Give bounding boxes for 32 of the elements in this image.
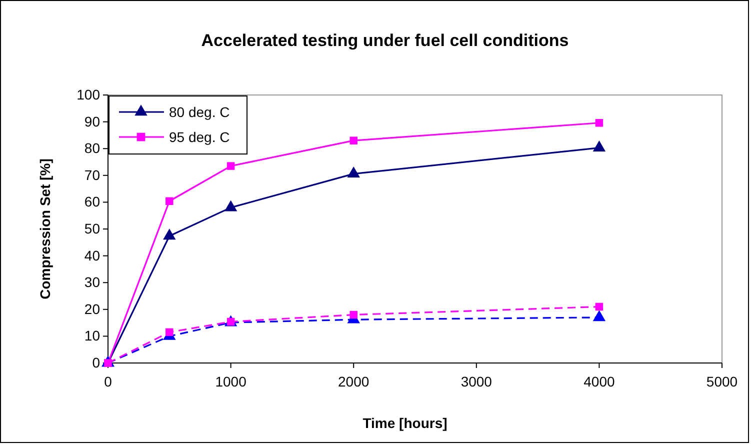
y-tick-label: 10 — [84, 328, 100, 344]
x-tick-label: 4000 — [584, 373, 615, 390]
point — [595, 119, 604, 127]
x-tick-label: 3000 — [460, 373, 492, 390]
y-tick-label: 80 — [84, 140, 100, 156]
point — [350, 310, 358, 319]
point — [166, 197, 174, 205]
y-tick-label: 100 — [76, 86, 100, 102]
y-tick-label: 30 — [84, 274, 100, 290]
point — [350, 136, 358, 144]
chart-title: Accelerated testing under fuel cell conditions — [201, 31, 569, 50]
y-tick-label: 20 — [84, 300, 100, 317]
y-tick-label: 90 — [84, 113, 100, 130]
y-tick-label: 50 — [84, 220, 100, 236]
y-tick-label: 40 — [84, 247, 100, 264]
y-tick-label: 0 — [92, 354, 100, 370]
point — [163, 228, 176, 240]
x-tick-label: 2000 — [338, 373, 370, 390]
point — [166, 328, 174, 336]
legend-label: 80 deg. C — [169, 104, 230, 120]
point — [224, 200, 238, 212]
legend-label: 95 deg. C — [169, 129, 230, 145]
y-tick-label: 60 — [84, 194, 100, 210]
x-axis-title: Time [hours] — [362, 415, 448, 431]
point — [592, 310, 606, 322]
point — [226, 162, 235, 170]
y-axis-title: Compression Set [%] — [37, 158, 53, 300]
x-tick-label: 0 — [104, 373, 112, 390]
y-tick-label: 70 — [84, 166, 100, 183]
x-tick-label: 1000 — [215, 373, 247, 390]
point — [595, 302, 604, 311]
x-tick-label: 5000 — [706, 373, 738, 390]
